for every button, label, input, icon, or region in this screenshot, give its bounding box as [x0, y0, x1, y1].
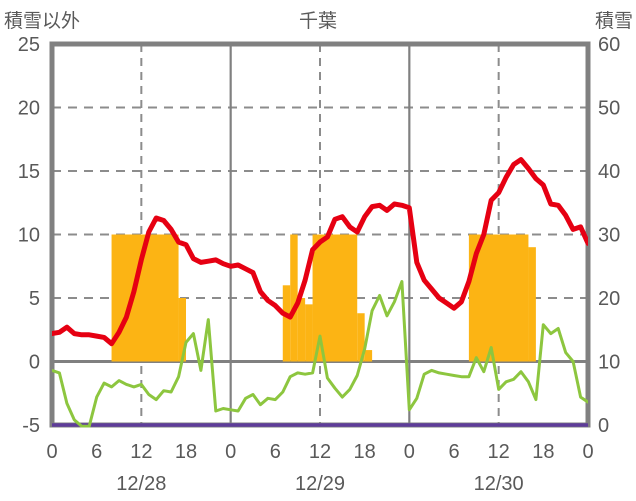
x-axis-tick-label: 0 — [46, 441, 57, 463]
right-axis-tick-label: 10 — [598, 352, 620, 374]
red-line-series — [52, 157, 588, 347]
sunshine-bar — [528, 247, 536, 362]
sunshine-bar — [297, 298, 306, 362]
sunshine-bar — [468, 234, 529, 362]
right-axis-tick-label: 50 — [598, 98, 620, 120]
sunshine-bar — [178, 298, 186, 362]
x-axis-tick-label: 18 — [532, 441, 554, 463]
date-label: 12/30 — [474, 473, 524, 495]
x-axis-tick-label: 0 — [404, 441, 415, 463]
left-axis-tick-label: 15 — [18, 161, 40, 183]
date-label: 12/29 — [295, 473, 345, 495]
chart-title: 千葉 — [298, 11, 337, 32]
sunshine-bar — [290, 234, 298, 362]
sunshine-bar — [111, 234, 179, 362]
left-axis-tick-label: 0 — [29, 352, 40, 374]
x-axis-tick-label: 6 — [448, 441, 459, 463]
x-axis-tick-label: 12 — [309, 441, 331, 463]
x-axis-tick-label: 6 — [270, 441, 281, 463]
sunshine-bar — [364, 350, 373, 362]
left-axis-tick-label: 10 — [18, 225, 40, 247]
sunshine-bar — [282, 285, 291, 362]
x-axis-tick-label: 0 — [225, 441, 236, 463]
date-label: 12/28 — [116, 473, 166, 495]
left-axis-tick-label: 25 — [18, 34, 40, 56]
right-axis-tick-label: 40 — [598, 161, 620, 183]
x-axis-tick-label: 6 — [91, 441, 102, 463]
x-axis-tick-label: 12 — [488, 441, 510, 463]
left-axis-tick-label: 20 — [18, 98, 40, 120]
left-axis-tick-label: 5 — [29, 288, 40, 310]
x-axis-tick-label: 0 — [582, 441, 593, 463]
green-line-series — [52, 280, 588, 428]
right-axis-title: 積雪 — [594, 11, 633, 32]
right-axis-tick-label: 60 — [598, 34, 620, 56]
left-axis-tick-label: -5 — [22, 415, 40, 437]
x-axis-tick-label: 18 — [354, 441, 376, 463]
left-axis-title: 積雪以外 — [4, 11, 81, 32]
x-axis-tick-label: 18 — [175, 441, 197, 463]
right-axis-tick-label: 30 — [598, 225, 620, 247]
sunshine-bar — [305, 304, 313, 362]
right-axis-tick-label: 20 — [598, 288, 620, 310]
right-axis-tick-label: 0 — [598, 415, 609, 437]
sunshine-bar — [357, 313, 365, 362]
x-axis-tick-label: 12 — [130, 441, 152, 463]
